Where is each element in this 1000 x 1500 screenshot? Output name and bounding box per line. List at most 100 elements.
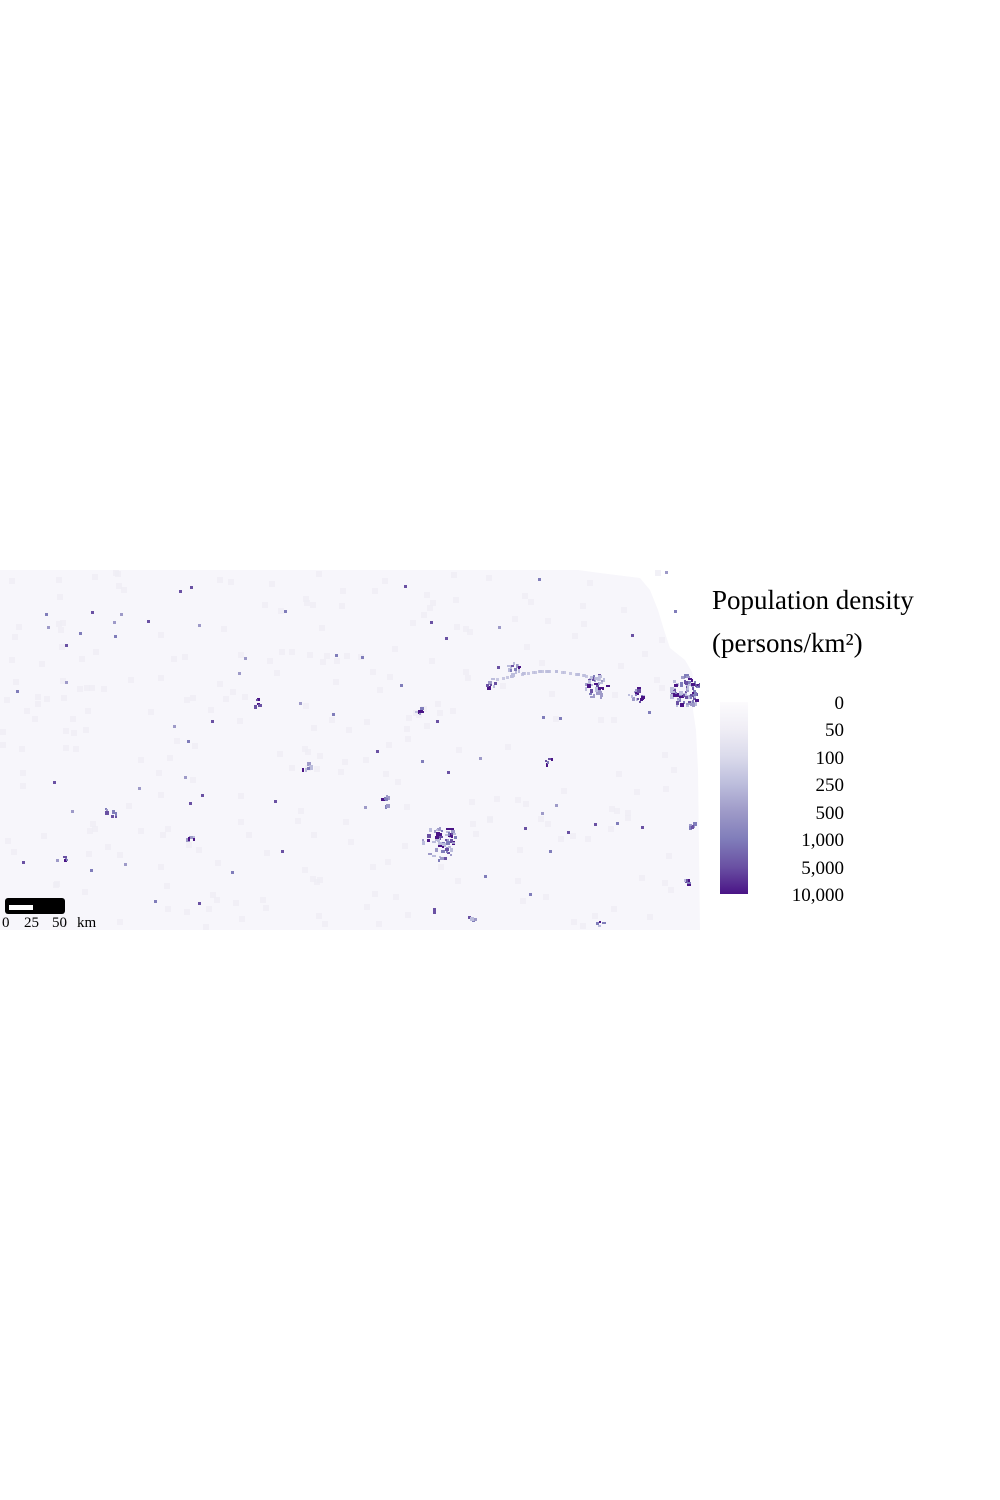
density-cell	[85, 708, 91, 714]
density-cell	[71, 730, 77, 736]
density-cell	[680, 703, 684, 707]
density-cell	[692, 687, 694, 690]
density-cell	[147, 620, 150, 623]
density-cell	[467, 629, 473, 635]
density-cell	[689, 826, 692, 830]
density-cell	[309, 767, 313, 770]
density-cell	[22, 861, 25, 864]
density-cell	[334, 658, 340, 664]
density-cell	[692, 692, 694, 694]
density-cell	[502, 677, 505, 680]
density-cell	[56, 621, 62, 627]
density-cell	[601, 693, 603, 697]
density-cell	[53, 882, 59, 888]
density-cell	[585, 675, 588, 678]
density-cell	[16, 624, 22, 630]
density-cell	[465, 675, 471, 681]
density-cell	[453, 833, 456, 835]
density-cell	[497, 666, 500, 669]
density-cell	[448, 832, 450, 836]
density-cell	[563, 671, 566, 674]
density-cell	[289, 765, 295, 771]
density-cell	[598, 717, 604, 723]
density-cell	[684, 879, 686, 882]
density-cell	[372, 588, 378, 594]
density-cell	[635, 692, 639, 695]
density-cell	[187, 740, 190, 743]
density-cell	[561, 671, 564, 674]
density-cell	[447, 852, 450, 854]
density-cell	[217, 681, 223, 687]
density-cell	[302, 746, 308, 752]
density-cell	[439, 833, 442, 837]
density-cell	[339, 603, 345, 609]
density-cell	[538, 816, 544, 822]
density-cell	[117, 919, 123, 925]
density-cell	[90, 821, 96, 827]
density-cell	[79, 632, 82, 635]
density-cell	[59, 644, 65, 650]
density-cell	[694, 696, 696, 698]
density-cell	[242, 694, 248, 700]
density-cell	[510, 669, 512, 672]
density-cell	[112, 811, 114, 814]
density-cell	[386, 804, 390, 808]
density-cell	[673, 680, 676, 683]
density-cell	[428, 853, 432, 855]
density-cell	[274, 800, 277, 803]
density-cell	[160, 832, 166, 838]
density-cell	[447, 839, 449, 841]
density-cell	[385, 799, 388, 801]
density-cell	[510, 675, 513, 678]
density-cell	[674, 684, 678, 687]
density-cell	[693, 697, 696, 700]
density-cell	[263, 905, 269, 911]
density-cell	[277, 751, 283, 757]
density-cell	[470, 821, 476, 827]
density-cell	[65, 644, 68, 647]
density-cell	[539, 660, 545, 666]
density-cell	[190, 695, 196, 701]
density-cell	[58, 627, 64, 633]
density-cell	[113, 621, 116, 624]
density-cell	[494, 796, 500, 802]
density-cell	[435, 701, 441, 707]
density-cell	[45, 613, 48, 616]
density-cell	[79, 656, 85, 662]
density-cell	[309, 765, 313, 767]
density-cell	[685, 879, 688, 883]
density-cell	[269, 581, 275, 587]
legend-label: 0	[834, 693, 845, 714]
density-cell	[392, 646, 398, 652]
density-cell	[238, 819, 244, 825]
density-cell	[637, 698, 639, 700]
density-cell	[66, 859, 68, 861]
density-cell	[670, 695, 674, 699]
density-cell	[262, 602, 268, 608]
density-cell	[186, 842, 192, 848]
density-cell	[13, 679, 19, 685]
density-cell	[192, 836, 195, 839]
density-cell	[211, 720, 214, 723]
density-cell	[675, 692, 677, 694]
density-cell	[621, 607, 627, 613]
density-cell	[549, 850, 552, 853]
density-cell	[693, 822, 697, 826]
density-cell	[520, 898, 526, 904]
density-cell	[688, 678, 692, 680]
density-cell	[581, 621, 587, 627]
density-cell	[609, 806, 615, 812]
density-cell	[479, 757, 482, 760]
density-cell	[523, 801, 529, 807]
density-cell	[279, 649, 285, 655]
density-cell	[56, 577, 62, 583]
density-cell	[154, 900, 157, 903]
density-cell	[583, 674, 586, 677]
density-cell	[258, 704, 262, 707]
density-cell	[298, 808, 304, 814]
density-cell	[662, 752, 668, 758]
density-cell	[422, 839, 424, 841]
density-cell	[442, 843, 446, 847]
density-cell	[376, 750, 379, 753]
density-cell	[599, 687, 603, 689]
